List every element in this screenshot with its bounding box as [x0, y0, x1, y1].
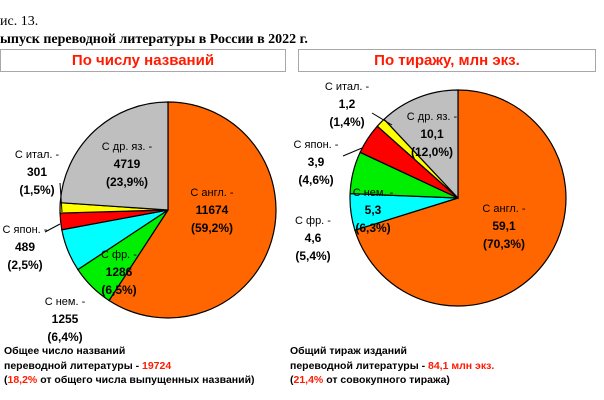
- slice-label: С итал. -: [15, 149, 60, 161]
- right-note-line1: Общий тираж изданий: [290, 345, 407, 357]
- slice-label: С фр. -: [101, 249, 137, 261]
- slice-value: 4719: [114, 157, 141, 171]
- right-note-share: 21,4%: [293, 374, 324, 386]
- left-note-line2: переводной литературы - 19724: [4, 359, 255, 374]
- leader-line: [59, 182, 63, 213]
- slice-percent: (59,2%): [191, 221, 233, 235]
- slice-label: С япон. -: [294, 139, 339, 151]
- pie-slice: [354, 89, 567, 307]
- slice-percent: (6,3%): [355, 221, 390, 235]
- pie-chart-2: С англ. - 59,1 (70,3%) С фр. - 4,6 (5,4%) С не…: [294, 81, 567, 307]
- right-note-total: 84,1 млн экз.: [428, 359, 495, 372]
- slice-value: 3,9: [308, 155, 325, 169]
- right-note-share-text: от совокупного тиража): [323, 374, 450, 386]
- slice-label: С япон. -: [3, 224, 48, 236]
- slice-label: С англ. -: [482, 203, 525, 215]
- slice-label: С фр. -: [295, 215, 331, 227]
- leader-line: [342, 147, 363, 157]
- slice-value: 4,6: [305, 231, 322, 245]
- slice-value: 1,2: [339, 97, 356, 111]
- right-note-line3: (21,4% от совокупного тиража): [290, 374, 450, 386]
- left-note-total: 19724: [142, 359, 172, 372]
- left-note-line1: Общее число названий: [4, 345, 126, 357]
- slice-percent: (1,4%): [329, 115, 364, 129]
- slice-percent: (70,3%): [483, 237, 525, 251]
- slice-percent: (5,4%): [295, 249, 330, 263]
- leader-line: [371, 112, 393, 126]
- slice-percent: (4,6%): [298, 173, 333, 187]
- leader-line: [44, 223, 61, 233]
- right-note-line2: переводной литературы - 84,1 млн экз.: [290, 359, 494, 374]
- slice-value: 10,1: [420, 127, 444, 141]
- slice-label: С англ. -: [190, 187, 233, 199]
- slice-value: 11674: [196, 203, 229, 217]
- figure-caption: ис. 13.: [0, 14, 39, 29]
- right-note-prefix: переводной литературы -: [290, 359, 428, 372]
- pie-slice: [108, 101, 277, 319]
- left-note-share: 18,2%: [7, 374, 38, 386]
- left-note-share-text: от общего числа выпущенных названий): [37, 374, 255, 386]
- pie-chart-1: С англ. - 11674 (59,2%) С фр. - 1286 (6,5%) С …: [3, 101, 277, 344]
- slice-percent: (1,5%): [19, 183, 54, 197]
- slice-label: С др. яз. -: [407, 111, 458, 123]
- slice-label: С др. яз. -: [102, 141, 153, 153]
- slice-label: С нем. -: [45, 296, 86, 308]
- slice-label: С нем. -: [353, 187, 394, 199]
- slice-value: 301: [27, 165, 47, 179]
- slice-value: 1286: [106, 265, 133, 279]
- right-note: Общий тираж изданий переводной литератур…: [290, 344, 494, 388]
- left-note: Общее число названий переводной литерату…: [4, 344, 255, 388]
- slice-percent: (2,5%): [7, 258, 42, 272]
- slice-percent: (6,4%): [47, 330, 82, 344]
- slice-label: С итал. -: [325, 81, 370, 93]
- pie-slice: [383, 89, 459, 200]
- slice-percent: (6,5%): [101, 283, 136, 297]
- slice-value: 489: [15, 240, 35, 254]
- slice-percent: (12,0%): [411, 145, 453, 159]
- slice-percent: (23,9%): [106, 175, 148, 189]
- slice-value: 5,3: [365, 203, 382, 217]
- pie-slice: [59, 101, 169, 211]
- left-chart-title: По числу названий: [0, 49, 286, 72]
- slice-value: 59,1: [492, 219, 516, 233]
- slice-value: 1255: [52, 312, 79, 326]
- left-note-line3: (18,2% от общего числа выпущенных назван…: [4, 374, 255, 386]
- figure-title: ыпуск переводной литературы в России в 2…: [0, 32, 308, 47]
- right-chart-title: По тиражу, млн экз.: [298, 49, 596, 72]
- left-note-prefix: переводной литературы -: [4, 359, 142, 372]
